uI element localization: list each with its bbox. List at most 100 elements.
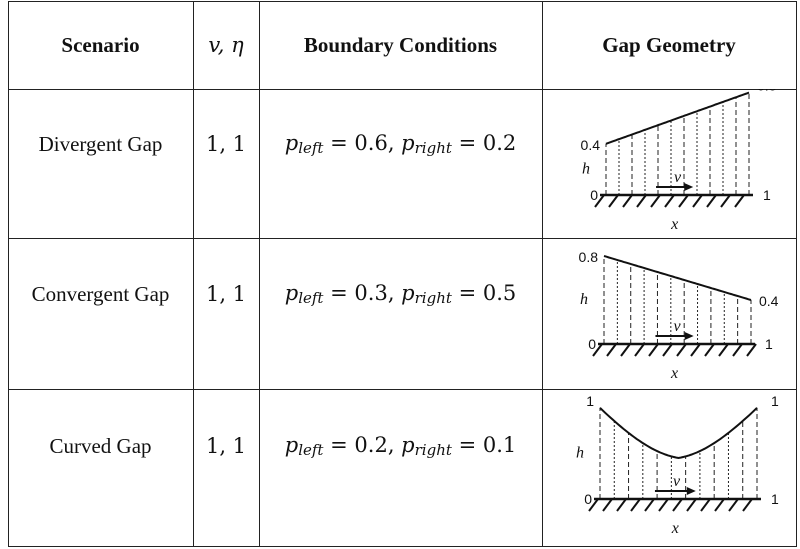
divergent-gap-diagram: v 0 1 x h 0.4 0.8 [581, 89, 777, 233]
velocity-label: v [673, 318, 681, 335]
x-end-label: 1 [763, 187, 771, 203]
header-params: v, η [208, 33, 244, 57]
wall-hatch [686, 498, 697, 512]
curved-gap-diagram: v 0 1 x h 1 1 [576, 393, 779, 537]
h-axis-label: h [576, 444, 584, 461]
row-divider-1 [8, 238, 797, 239]
header-gap-geometry: Gap Geometry [602, 32, 736, 57]
wall-hatch [616, 498, 627, 512]
table-border-right [796, 1, 797, 547]
h-left-label: 1 [586, 393, 594, 409]
row1-p-left: 0.6 [354, 131, 388, 155]
header-boundary-conditions: Boundary Conditions [303, 32, 498, 57]
row1-params: 1, 1 [205, 132, 247, 156]
wall-hatch [606, 343, 617, 357]
table-border-bottom [8, 546, 797, 547]
wall-hatch [636, 194, 647, 208]
wall-hatch [690, 343, 701, 357]
wall-hatch [630, 498, 641, 512]
table-border-top [8, 1, 797, 2]
table-border-left [8, 1, 9, 547]
row2-p-left: 0.3 [354, 281, 388, 305]
h-left-label: 0.4 [581, 137, 601, 153]
p-symbol: p [401, 433, 415, 457]
p-symbol: p [401, 281, 415, 305]
header-divider [8, 89, 797, 90]
header-scenario: Scenario [61, 32, 140, 57]
p-symbol: p [284, 433, 299, 457]
wall-hatch [706, 194, 717, 208]
row-divider-2 [8, 389, 797, 390]
left-subscript: left [298, 139, 324, 157]
wall-hatch [676, 343, 687, 357]
wall-hatch [620, 343, 631, 357]
right-subscript: right [414, 441, 452, 459]
wall-hatch [718, 343, 729, 357]
wall-hatch [692, 194, 703, 208]
wall-hatch [602, 498, 613, 512]
wall-hatch [746, 343, 757, 357]
wall-hatch [700, 498, 711, 512]
x-start-label: 0 [584, 491, 592, 507]
p-symbol: p [401, 131, 415, 155]
x-axis-label: x [671, 520, 679, 537]
col-divider-3 [542, 1, 543, 547]
velocity-arrowhead [684, 332, 694, 340]
wall-hatch [588, 498, 599, 512]
wall-hatch [742, 498, 753, 512]
wall-hatch [622, 194, 633, 208]
convergent-gap-diagram: v 0 1 x h 0.8 0.4 [579, 249, 779, 382]
upper-surface [603, 255, 752, 301]
col-divider-2 [259, 1, 260, 547]
left-subscript: left [298, 289, 324, 307]
right-subscript: right [414, 139, 452, 157]
right-subscript: right [414, 289, 452, 307]
row3-scenario: Curved Gap [49, 433, 152, 458]
row3-params: 1, 1 [205, 434, 247, 458]
x-end-label: 1 [765, 336, 773, 352]
wall-hatch [672, 498, 683, 512]
velocity-arrowhead [686, 487, 696, 495]
upper-surface [605, 91, 750, 145]
wall-hatch [662, 343, 673, 357]
wall-hatch [678, 194, 689, 208]
wall-hatch [594, 194, 605, 208]
row1-scenario: Divergent Gap [38, 131, 163, 156]
row2-boundary: pleft = 0.3, pright = 0.5 [284, 281, 517, 307]
wall-hatch [592, 343, 603, 357]
wall-hatch [720, 194, 731, 208]
wall-hatch [728, 498, 739, 512]
velocity-label: v [673, 473, 681, 490]
upper-surface [599, 407, 758, 460]
x-axis-label: x [670, 365, 678, 382]
velocity-label: v [674, 169, 682, 186]
p-symbol: p [284, 131, 299, 155]
wall-hatch [634, 343, 645, 357]
x-start-label: 0 [590, 187, 598, 203]
wall-hatch [732, 343, 743, 357]
wall-hatch [734, 194, 745, 208]
row2-params: 1, 1 [205, 282, 247, 306]
h-right-label: 0.4 [759, 293, 779, 309]
row3-p-left: 0.2 [354, 433, 388, 457]
row1-boundary: pleft = 0.6, pright = 0.2 [284, 131, 517, 157]
row1-p-right: 0.2 [482, 131, 517, 155]
left-subscript: left [298, 441, 324, 459]
wall-hatch [608, 194, 619, 208]
row3-p-right: 0.1 [482, 433, 517, 457]
results-table: Scenario v, η Boundary Conditions Gap Ge… [8, 1, 797, 547]
wall-hatch [644, 498, 655, 512]
col-divider-1 [193, 1, 194, 547]
h-axis-label: h [582, 160, 590, 177]
wall-hatch [650, 194, 661, 208]
h-right-label: 1 [771, 393, 779, 409]
h-left-label: 0.8 [579, 249, 599, 265]
row2-p-right: 0.5 [482, 281, 517, 305]
h-axis-label: h [580, 291, 588, 308]
wall-hatch [648, 343, 659, 357]
x-axis-label: x [670, 216, 678, 233]
row3-boundary: pleft = 0.2, pright = 0.1 [284, 433, 517, 459]
x-start-label: 0 [588, 336, 596, 352]
h-right-label: 0.8 [757, 89, 777, 94]
row2-scenario: Convergent Gap [31, 281, 170, 306]
